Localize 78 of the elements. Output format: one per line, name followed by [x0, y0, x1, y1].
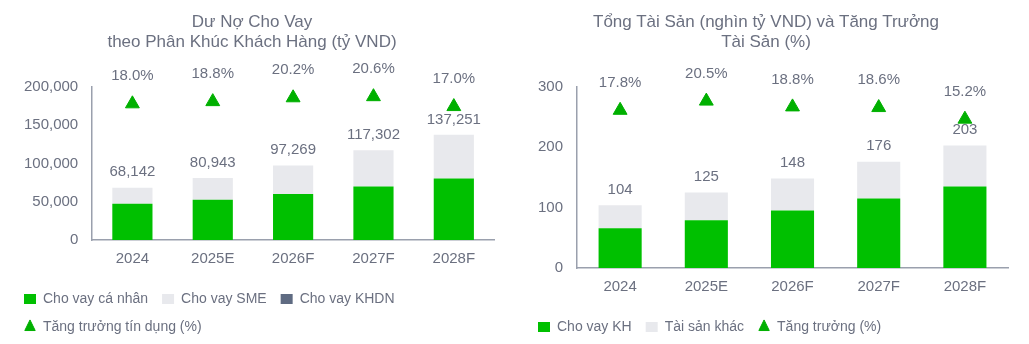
data-label: 18.6%	[857, 70, 900, 88]
total-label: 125	[693, 167, 719, 185]
data-label: 18.8%	[771, 69, 814, 87]
x-tick-label: 2026F	[271, 249, 315, 267]
data-label: 17.8%	[598, 72, 642, 90]
x-tick-label: 2027F	[352, 249, 395, 267]
bar	[112, 187, 153, 204]
bar	[598, 205, 642, 229]
y-tick-label: 200	[538, 137, 564, 155]
x-tick-label: 2028F	[432, 249, 476, 267]
data-label: 18.0%	[111, 66, 154, 84]
legend-label: Cho vay cá nhân	[43, 289, 149, 306]
bar	[112, 203, 153, 240]
total-label: 176	[866, 136, 892, 154]
x-tick-label: 2025E	[684, 277, 729, 295]
total-label: 68,142	[109, 162, 156, 180]
x-tick-label: 2028F	[943, 277, 987, 295]
y-tick-label: 100	[538, 197, 564, 215]
legend-label: Tăng trưởng tín dụng (%)	[43, 317, 202, 334]
point	[285, 89, 301, 103]
point	[871, 99, 887, 113]
legend-label: Cho vay KHDN	[299, 289, 395, 306]
bar	[684, 220, 728, 268]
total-label: 117,302	[346, 124, 401, 142]
bar	[770, 210, 815, 268]
point	[698, 92, 714, 106]
chart-title: Dư Nợ Cho Vay theo Phân Khúc Khách Hàng (tỷ VND)	[107, 11, 397, 52]
data-label: 15.2%	[943, 81, 987, 99]
y-tick-label: 150,000	[23, 115, 79, 133]
point	[124, 95, 140, 109]
total-label: 148	[780, 153, 806, 171]
point	[205, 93, 221, 107]
x-tick-label: 2025E	[191, 249, 235, 267]
bar	[857, 198, 901, 268]
x-tick-label: 2024	[115, 249, 150, 267]
legend-label: Cho vay SME	[181, 289, 267, 306]
bar	[770, 178, 815, 211]
y-tick-label: 50,000	[32, 191, 79, 209]
total-label: 137,251	[426, 109, 481, 127]
bar	[192, 178, 233, 200]
point	[957, 110, 973, 124]
point	[446, 98, 462, 112]
total-label: 97,269	[270, 140, 317, 158]
bar	[192, 199, 233, 240]
y-tick-label: 300	[538, 76, 564, 94]
x-tick-label: 2026F	[771, 277, 814, 295]
data-label: 20.2%	[271, 60, 315, 78]
total-label: 80,943	[189, 152, 236, 170]
y-tick-label: 0	[554, 258, 564, 276]
x-tick-label: 2024	[603, 277, 637, 295]
bar	[684, 192, 728, 221]
bar	[273, 165, 314, 194]
bar	[273, 193, 314, 240]
x-tick-label: 2027F	[857, 277, 900, 295]
legend-label: Tài sản khác	[664, 317, 745, 334]
total-label: 203	[952, 120, 978, 138]
data-label: 20.5%	[685, 63, 728, 81]
y-tick-label: 0	[69, 230, 79, 248]
data-label: 20.6%	[352, 59, 395, 77]
bar	[857, 161, 901, 199]
data-label: 18.8%	[191, 64, 235, 82]
data-label: 17.0%	[432, 69, 476, 87]
bar	[433, 178, 474, 240]
point	[366, 88, 381, 102]
chart-title: Tổng Tài Sản (nghìn tỷ VND) và Tăng Trưởng Tài Sản (%)	[592, 11, 940, 52]
bar	[943, 186, 987, 268]
bar	[353, 186, 394, 240]
legend-label: Tăng trưởng (%)	[777, 317, 882, 334]
bar	[943, 145, 987, 187]
point	[612, 101, 628, 115]
y-tick-label: 200,000	[23, 76, 79, 94]
bar	[598, 228, 642, 268]
legend-label: Cho vay KH	[557, 317, 632, 334]
total-label: 104	[607, 179, 633, 197]
y-tick-label: 100,000	[23, 153, 79, 171]
bar	[353, 150, 394, 187]
point	[785, 98, 800, 112]
bar	[433, 134, 474, 179]
